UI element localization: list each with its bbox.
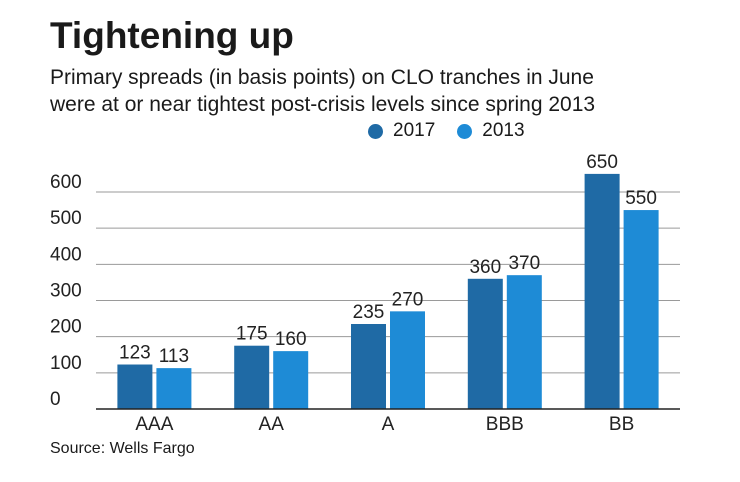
value-label-aa-2017: 175 [236,324,268,345]
bar-bb-2013 [623,210,659,409]
bar-a-2017 [351,324,386,409]
value-label-aaa-2017: 123 [119,343,151,364]
chart-legend: 2017 2013 [368,120,525,142]
value-label-bbb-2013: 370 [508,253,540,274]
bar-a-2013 [390,311,425,409]
legend-swatch-2013 [457,123,473,139]
value-label-a-2013: 270 [392,289,424,310]
y-tick-label-500: 500 [50,208,82,229]
x-tick-label-aa: AA [259,414,285,435]
y-tick-label-400: 400 [50,244,82,265]
legend-swatch-2017 [368,123,383,139]
value-label-aa-2013: 160 [275,329,307,350]
subtitle-line-1: Primary spreads (in basis points) on CLO… [50,66,594,89]
x-tick-label-bb: BB [609,414,634,435]
y-tick-label-100: 100 [50,353,82,374]
x-tick-label-a: A [382,414,395,435]
value-label-bbb-2017: 360 [469,257,501,278]
bar-bbb-2017 [467,278,503,409]
chart-title: Tightening up [50,15,294,56]
value-label-bb-2017: 650 [586,152,618,173]
value-label-bb-2013: 550 [625,188,657,209]
y-tick-label-600: 600 [50,172,82,193]
chart-subtitle: Primary spreads (in basis points) on CLO… [50,64,720,118]
legend-item-2017: 2017 [368,120,435,142]
x-tick-label-aaa: AAA [135,414,173,435]
legend-label-2013: 2013 [482,120,525,141]
bar-aaa-2017 [117,364,153,409]
bar-aa-2017 [234,345,270,409]
bar-bbb-2013 [506,275,542,409]
y-tick-label-200: 200 [50,317,82,338]
bar-bb-2017 [584,173,620,409]
subtitle-line-2: were at or near tightest post-crisis lev… [50,93,596,116]
x-tick-label-bbb: BBB [486,414,524,435]
bar-aa-2013 [273,351,309,409]
source-note: Source: Wells Fargo [50,440,195,457]
bar-aaa-2013 [156,368,192,409]
y-tick-label-300: 300 [50,280,82,301]
legend-item-2013: 2013 [457,120,525,142]
value-label-aaa-2013: 113 [159,346,189,367]
legend-label-2017: 2017 [393,120,436,141]
y-tick-label-0: 0 [50,389,61,410]
value-label-a-2017: 235 [353,302,385,323]
